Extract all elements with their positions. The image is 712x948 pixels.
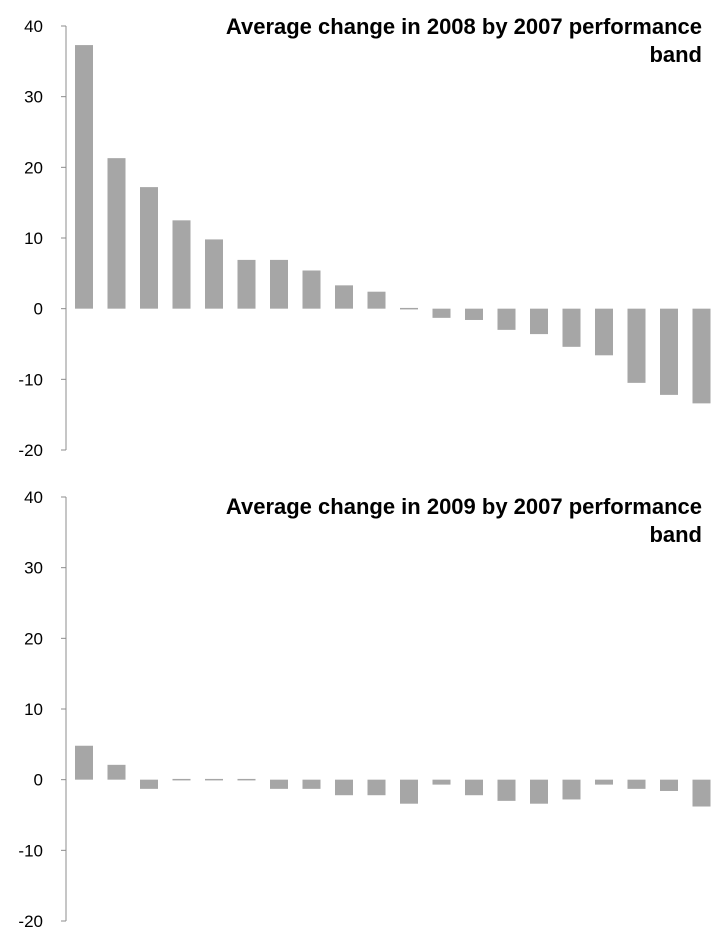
bar-17	[595, 779, 613, 785]
bar-4	[172, 220, 191, 309]
bar-11	[400, 779, 418, 804]
bar-17	[595, 308, 613, 356]
y-tick-label: 40	[24, 488, 43, 507]
bar-20	[692, 779, 711, 807]
bar-3	[140, 187, 158, 309]
bar-14	[497, 308, 516, 330]
bar-8	[302, 779, 321, 789]
bar-19	[660, 308, 678, 395]
bar-3	[140, 779, 158, 789]
chart-title-line-2: band	[649, 42, 702, 67]
bar-8	[302, 270, 321, 309]
bar-15	[530, 779, 548, 804]
bar-18	[627, 308, 646, 383]
bar-2	[107, 158, 126, 309]
bar-12	[432, 779, 451, 785]
y-tick-label: 0	[34, 771, 43, 790]
bar-2	[107, 764, 126, 780]
y-tick-label: -20	[18, 912, 43, 931]
chart-title-line-1: Average change in 2009 by 2007 performan…	[226, 494, 702, 519]
bar-6	[237, 259, 256, 309]
bar-1	[75, 45, 93, 309]
bar-16	[562, 779, 581, 800]
bar-12	[432, 308, 451, 318]
chart-title-line-2: band	[649, 522, 702, 547]
bar-10	[367, 291, 386, 309]
y-tick-label: 0	[34, 300, 43, 319]
bar-14	[497, 779, 516, 801]
bar-19	[660, 779, 678, 791]
bar-11	[400, 307, 418, 310]
bar-20	[692, 308, 711, 404]
y-tick-label: 20	[24, 629, 43, 648]
chart-panel-2: 40 30 20 10 0 -10 -20 Average change in 2009 by…	[18, 488, 711, 931]
bar-7	[270, 259, 288, 309]
bar-6	[237, 778, 256, 781]
bar-10	[367, 779, 386, 796]
y-tick-label: 30	[24, 88, 43, 107]
bar-4	[172, 778, 191, 781]
y-tick-label: 30	[24, 559, 43, 578]
bar-18	[627, 779, 646, 789]
bar-9	[335, 779, 353, 796]
y-tick-label: -10	[18, 370, 43, 389]
chart-panel-1: 40 30 20 10 0 -10 -20 Average change in 2008 by…	[18, 14, 711, 460]
bar-13	[465, 779, 483, 796]
bar-5	[205, 239, 223, 309]
bar-5	[205, 778, 223, 781]
bar-13	[465, 308, 483, 320]
y-tick-label: -10	[18, 841, 43, 860]
bar-9	[335, 285, 353, 309]
bar-15	[530, 308, 548, 335]
y-tick-label: 20	[24, 158, 43, 177]
chart-title-line-1: Average change in 2008 by 2007 performan…	[226, 14, 702, 39]
y-tick-label: 40	[24, 17, 43, 36]
y-tick-label: 10	[24, 700, 43, 719]
bar-16	[562, 308, 581, 347]
bar-1	[75, 745, 93, 780]
y-tick-label: 10	[24, 229, 43, 248]
y-tick-label: -20	[18, 441, 43, 460]
bar-7	[270, 779, 288, 789]
